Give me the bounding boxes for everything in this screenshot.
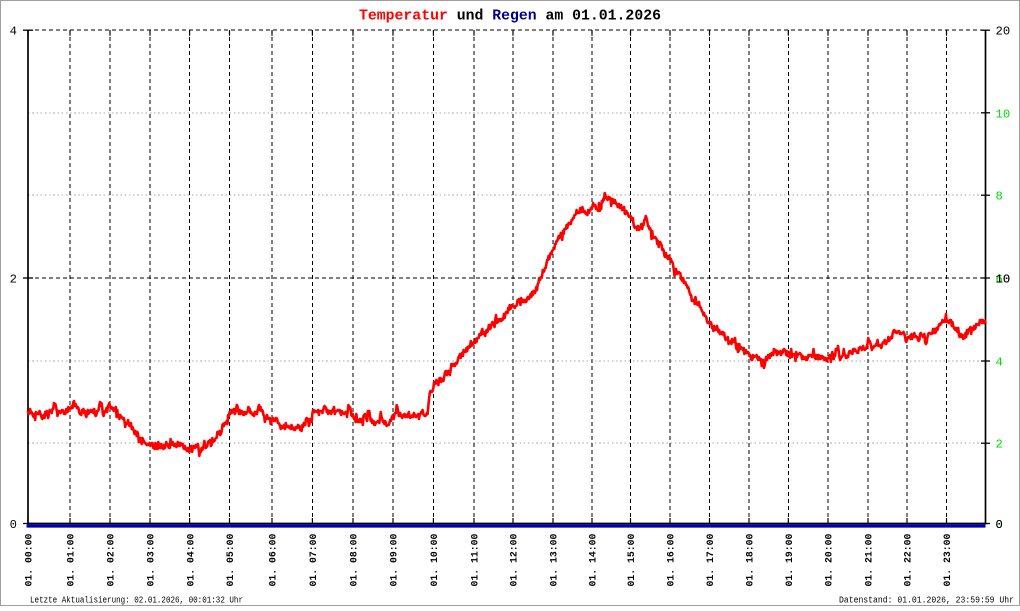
- svg-text:10: 10: [996, 107, 1011, 121]
- svg-text:10: 10: [996, 273, 1011, 287]
- svg-text:0: 0: [10, 518, 17, 532]
- svg-text:01. 02:00: 01. 02:00: [106, 533, 117, 586]
- svg-text:Temperatur und Regen am 01.01.: Temperatur und Regen am 01.01.2026: [359, 9, 661, 25]
- svg-text:8: 8: [996, 190, 1003, 204]
- svg-text:01. 05:00: 01. 05:00: [225, 533, 236, 586]
- svg-text:01. 12:00: 01. 12:00: [509, 533, 520, 586]
- svg-text:01. 04:00: 01. 04:00: [185, 533, 196, 586]
- svg-text:0: 0: [996, 518, 1003, 532]
- svg-text:01. 21:00: 01. 21:00: [864, 533, 875, 586]
- svg-text:10: 10: [996, 273, 1011, 287]
- svg-text:01. 14:00: 01. 14:00: [588, 533, 599, 586]
- svg-text:Letzte Aktualisierung: 02.01.2: Letzte Aktualisierung: 02.01.2026, 00:01…: [30, 595, 243, 606]
- svg-text:01. 08:00: 01. 08:00: [349, 533, 360, 586]
- svg-text:20: 20: [996, 25, 1011, 39]
- svg-text:2: 2: [996, 438, 1003, 452]
- svg-text:01. 00:00: 01. 00:00: [24, 533, 35, 586]
- svg-text:4: 4: [10, 25, 17, 39]
- svg-text:4: 4: [996, 356, 1003, 370]
- svg-text:Datenstand: 01.01.2026, 23:59:: Datenstand: 01.01.2026, 23:59:59 Uhr: [839, 595, 1014, 606]
- svg-text:6: 6: [996, 273, 1003, 287]
- svg-text:0: 0: [996, 518, 1003, 532]
- svg-text:01. 01:00: 01. 01:00: [66, 533, 77, 586]
- svg-text:01. 18:00: 01. 18:00: [745, 533, 756, 586]
- svg-text:01. 23:00: 01. 23:00: [942, 533, 953, 586]
- svg-text:01. 19:00: 01. 19:00: [784, 533, 795, 586]
- svg-text:01. 07:00: 01. 07:00: [308, 533, 319, 586]
- svg-text:01. 13:00: 01. 13:00: [549, 533, 560, 586]
- svg-text:01. 17:00: 01. 17:00: [705, 533, 716, 586]
- svg-text:01. 03:00: 01. 03:00: [146, 533, 157, 586]
- svg-text:01. 16:00: 01. 16:00: [666, 533, 677, 586]
- svg-text:01. 15:00: 01. 15:00: [626, 533, 637, 586]
- svg-text:01. 09:00: 01. 09:00: [389, 533, 400, 586]
- svg-text:01. 22:00: 01. 22:00: [903, 533, 914, 586]
- svg-text:01. 10:00: 01. 10:00: [429, 533, 440, 586]
- svg-text:01. 11:00: 01. 11:00: [470, 533, 481, 586]
- svg-text:01. 06:00: 01. 06:00: [268, 533, 279, 586]
- svg-text:0: 0: [996, 518, 1003, 532]
- svg-text:2: 2: [10, 273, 17, 287]
- svg-text:01. 20:00: 01. 20:00: [824, 533, 835, 586]
